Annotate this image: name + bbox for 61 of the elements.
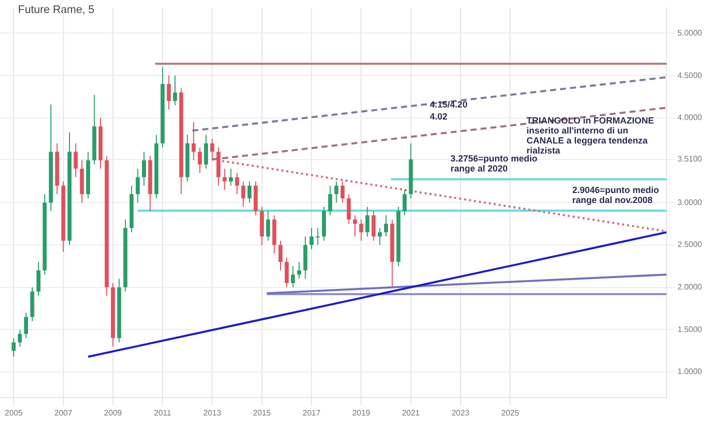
candlestick	[222, 168, 227, 190]
x-tick-label: 2007	[54, 408, 73, 418]
candlestick	[235, 172, 240, 195]
candlestick	[266, 210, 270, 242]
candlestick	[365, 206, 370, 237]
candlestick	[18, 329, 22, 348]
candlestick	[173, 75, 178, 106]
candlestick	[36, 261, 40, 296]
candlestick	[340, 180, 345, 204]
candlestick	[334, 180, 338, 204]
candlestick	[359, 219, 364, 242]
candlestick	[378, 228, 382, 246]
candlestick	[284, 257, 289, 288]
candlestick	[402, 189, 407, 216]
candlestick	[142, 151, 146, 186]
candlestick	[278, 240, 283, 271]
candlestick	[328, 185, 332, 216]
candlestick	[310, 228, 314, 250]
y-tick-label: 4.5000	[678, 70, 703, 80]
candlestick	[241, 180, 246, 208]
x-tick-label: 2005	[4, 408, 24, 418]
x-tick-label: 2009	[104, 408, 122, 418]
candlestick	[297, 261, 302, 280]
candlestick	[247, 180, 252, 204]
x-tick-label: 2017	[302, 408, 321, 418]
chart-title: Future Rame, 5	[18, 4, 94, 16]
x-tick-label: 2019	[352, 408, 371, 418]
x-tick-label: 2013	[203, 408, 222, 418]
candlestick	[316, 228, 320, 246]
y-tick-label: 3.0000	[678, 198, 703, 207]
y-tick-label: 4.0000	[678, 113, 703, 122]
y-tick-label: 5.0000	[678, 28, 703, 38]
x-tick-label: 2021	[402, 408, 420, 418]
candlestick	[198, 147, 202, 174]
candlestick	[384, 214, 388, 237]
candlestick	[192, 122, 196, 161]
y-tick-label: 2.0000	[678, 282, 703, 292]
x-tick-label: 2015	[252, 408, 272, 418]
y-tick-label: 1.5000	[678, 324, 703, 334]
candlestick	[346, 194, 351, 224]
candlestick	[24, 312, 28, 339]
annotation: 4.15/4.20	[430, 100, 468, 110]
x-tick-label: 2011	[154, 408, 172, 418]
candlestick	[372, 210, 376, 242]
x-tick-label: 2023	[452, 408, 470, 418]
annotation: 4.02	[430, 111, 448, 122]
candlestick	[74, 142, 78, 178]
candlestick	[136, 168, 140, 204]
y-tick-label: 3.5100	[678, 154, 703, 164]
annotation: 3.2756=punto medio range al 2020	[450, 154, 538, 174]
annotation: 2.9046=punto medio range dal nov.2008	[572, 185, 660, 206]
candlestick	[352, 214, 357, 237]
candlestick	[228, 168, 233, 186]
candlestick	[12, 338, 16, 358]
x-tick-label: 2025	[501, 408, 520, 418]
candlestick	[290, 266, 295, 288]
y-tick-label: 1.0000	[678, 367, 703, 376]
y-tick-label: 2.5000	[678, 240, 703, 250]
candlestick	[204, 134, 208, 170]
candlestick	[210, 138, 214, 161]
candlestick	[166, 75, 171, 110]
